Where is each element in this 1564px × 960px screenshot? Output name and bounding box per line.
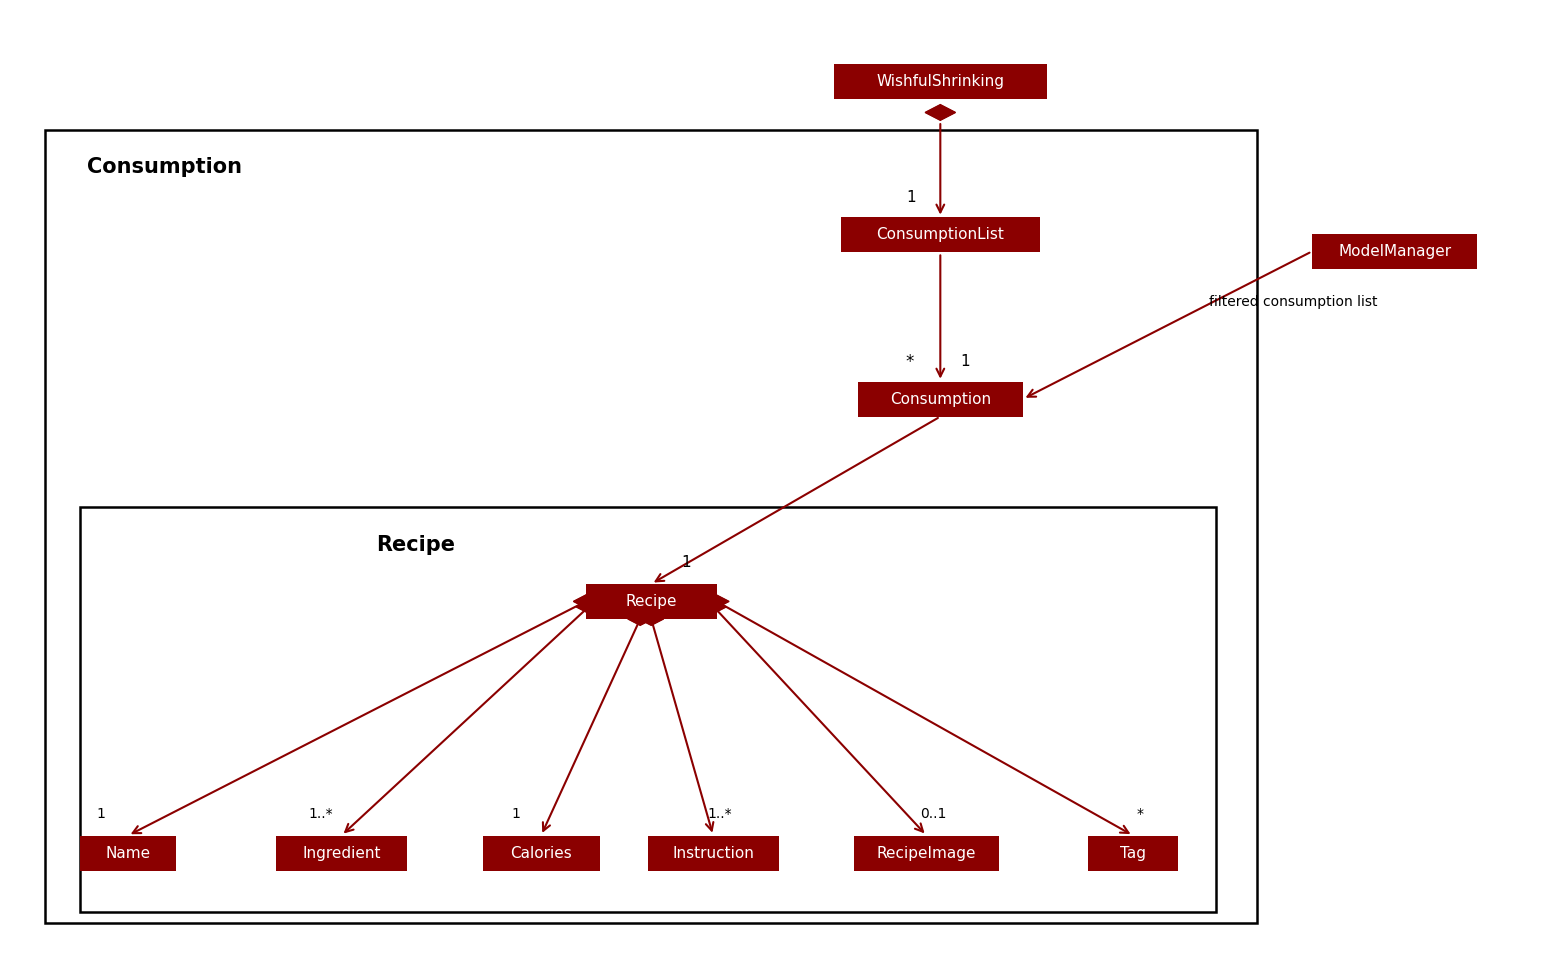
FancyBboxPatch shape (840, 218, 1040, 252)
FancyBboxPatch shape (483, 835, 599, 871)
Text: 1: 1 (511, 806, 521, 821)
Text: ModelManager: ModelManager (1339, 244, 1451, 259)
Text: Tag: Tag (1120, 846, 1146, 860)
Text: Recipe: Recipe (375, 535, 455, 555)
Text: Consumption: Consumption (86, 157, 242, 178)
FancyBboxPatch shape (45, 130, 1257, 923)
FancyBboxPatch shape (854, 835, 999, 871)
Polygon shape (926, 105, 956, 120)
FancyBboxPatch shape (80, 507, 1215, 912)
Text: Instruction: Instruction (673, 846, 754, 860)
FancyBboxPatch shape (80, 835, 177, 871)
Polygon shape (638, 612, 663, 625)
Text: 1: 1 (682, 555, 691, 569)
Polygon shape (574, 595, 597, 608)
Polygon shape (627, 612, 652, 625)
FancyBboxPatch shape (1089, 835, 1178, 871)
FancyBboxPatch shape (1312, 234, 1478, 269)
Text: 1: 1 (95, 806, 105, 821)
Polygon shape (702, 601, 726, 613)
Polygon shape (576, 601, 601, 613)
Text: Consumption: Consumption (890, 392, 992, 406)
Text: *: * (906, 353, 915, 371)
FancyBboxPatch shape (277, 835, 407, 871)
Text: Calories: Calories (510, 846, 572, 860)
Text: 1..*: 1..* (308, 806, 333, 821)
FancyBboxPatch shape (586, 584, 716, 619)
FancyBboxPatch shape (834, 64, 1046, 99)
Text: Ingredient: Ingredient (302, 846, 380, 860)
Text: RecipeImage: RecipeImage (877, 846, 976, 860)
FancyBboxPatch shape (857, 381, 1023, 417)
Polygon shape (704, 595, 729, 608)
Text: 1: 1 (906, 190, 915, 205)
Text: Recipe: Recipe (626, 594, 677, 609)
Text: *: * (1137, 806, 1143, 821)
Text: ConsumptionList: ConsumptionList (876, 228, 1004, 243)
Text: filtered consumption list: filtered consumption list (1209, 295, 1378, 309)
Text: WishfulShrinking: WishfulShrinking (876, 74, 1004, 89)
Text: 1: 1 (960, 354, 970, 370)
Text: 0..1: 0..1 (920, 806, 946, 821)
Text: Name: Name (105, 846, 150, 860)
FancyBboxPatch shape (647, 835, 779, 871)
Text: 1..*: 1..* (708, 806, 732, 821)
